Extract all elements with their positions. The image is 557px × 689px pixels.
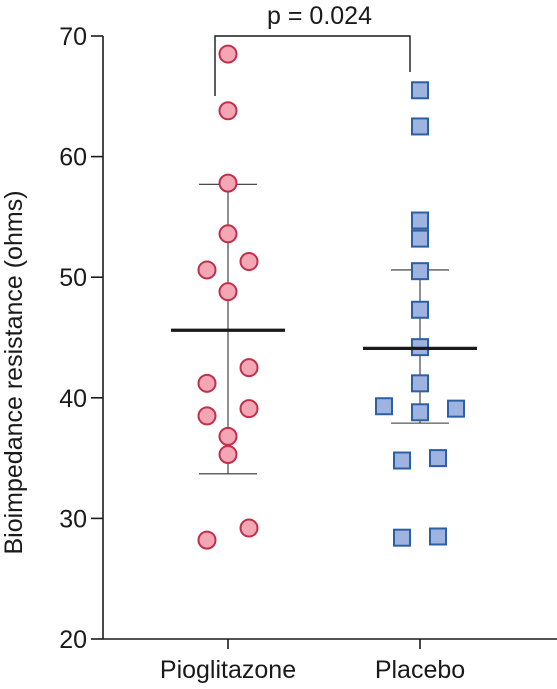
axes: 20 30 40 50 60 70 Pioglitazone Placebo — [59, 23, 557, 684]
x-category-label: Pioglitazone — [160, 656, 296, 684]
x-category-label: Placebo — [375, 656, 465, 684]
data-point — [197, 530, 217, 550]
y-tick-label: 50 — [59, 264, 87, 292]
data-point — [239, 399, 259, 419]
data-point — [197, 260, 217, 280]
data-point — [393, 451, 411, 470]
summary-stats — [171, 328, 477, 350]
data-point — [218, 224, 238, 244]
data-point — [218, 101, 238, 121]
data-point — [411, 262, 429, 281]
data-point — [218, 173, 238, 193]
data-point — [447, 399, 465, 418]
data-point — [411, 300, 429, 319]
data-point — [218, 282, 238, 302]
data-point — [218, 444, 238, 464]
data-marks — [197, 44, 465, 550]
data-point — [411, 117, 429, 136]
data-point — [411, 211, 429, 230]
data-point — [218, 426, 238, 446]
data-point — [197, 406, 217, 426]
y-tick-label: 70 — [59, 23, 87, 51]
data-point — [239, 518, 259, 538]
data-point — [411, 81, 429, 100]
y-tick-label: 20 — [59, 626, 87, 654]
data-point — [393, 528, 411, 547]
data-point — [375, 397, 393, 416]
bracket-line — [214, 35, 411, 96]
y-tick-label: 40 — [59, 385, 87, 413]
data-point — [429, 527, 447, 546]
data-point — [411, 403, 429, 422]
data-point — [197, 373, 217, 393]
y-tick-label: 30 — [59, 505, 87, 533]
data-point — [411, 229, 429, 248]
y-axis-title: Bioimpedance resistance (ohms) — [0, 190, 28, 554]
significance-bracket: p = 0.024 — [214, 2, 411, 96]
data-point — [218, 44, 238, 64]
data-point — [239, 358, 259, 378]
data-point — [429, 449, 447, 468]
data-point — [411, 374, 429, 393]
data-point — [239, 252, 259, 272]
y-tick-label: 60 — [59, 144, 87, 172]
p-value-annotation: p = 0.024 — [267, 2, 372, 30]
